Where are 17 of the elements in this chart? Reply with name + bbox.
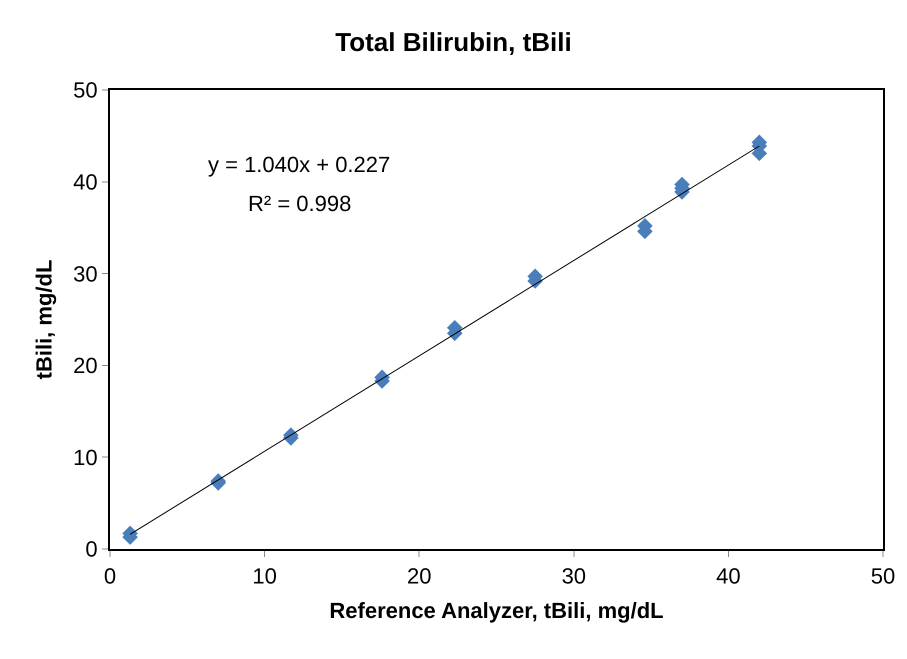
y-tick-label: 30 (73, 261, 98, 286)
y-tick-label: 10 (73, 444, 98, 470)
x-tick-label: 0 (104, 563, 116, 588)
y-tick-label: 50 (73, 78, 98, 103)
x-axis-title: Reference Analyzer, tBili, mg/dL (329, 598, 664, 623)
annotation: R² = 0.998 (248, 191, 352, 216)
chart-title: Total Bilirubin, tBili (335, 27, 572, 58)
y-tick-label: 0 (85, 536, 98, 562)
x-tick-label: 20 (406, 563, 432, 588)
y-tick-label: 20 (73, 353, 98, 378)
y-tick-label: 40 (73, 170, 98, 194)
x-tick-label: 40 (716, 563, 741, 588)
annotation: y = 1.040x + 0.227 (208, 152, 390, 177)
x-tick-label: 10 (252, 563, 277, 588)
x-tick-label: 30 (562, 563, 586, 588)
x-tick-label: 50 (870, 563, 896, 588)
y-axis-title: tBili, mg/dL (31, 260, 56, 380)
